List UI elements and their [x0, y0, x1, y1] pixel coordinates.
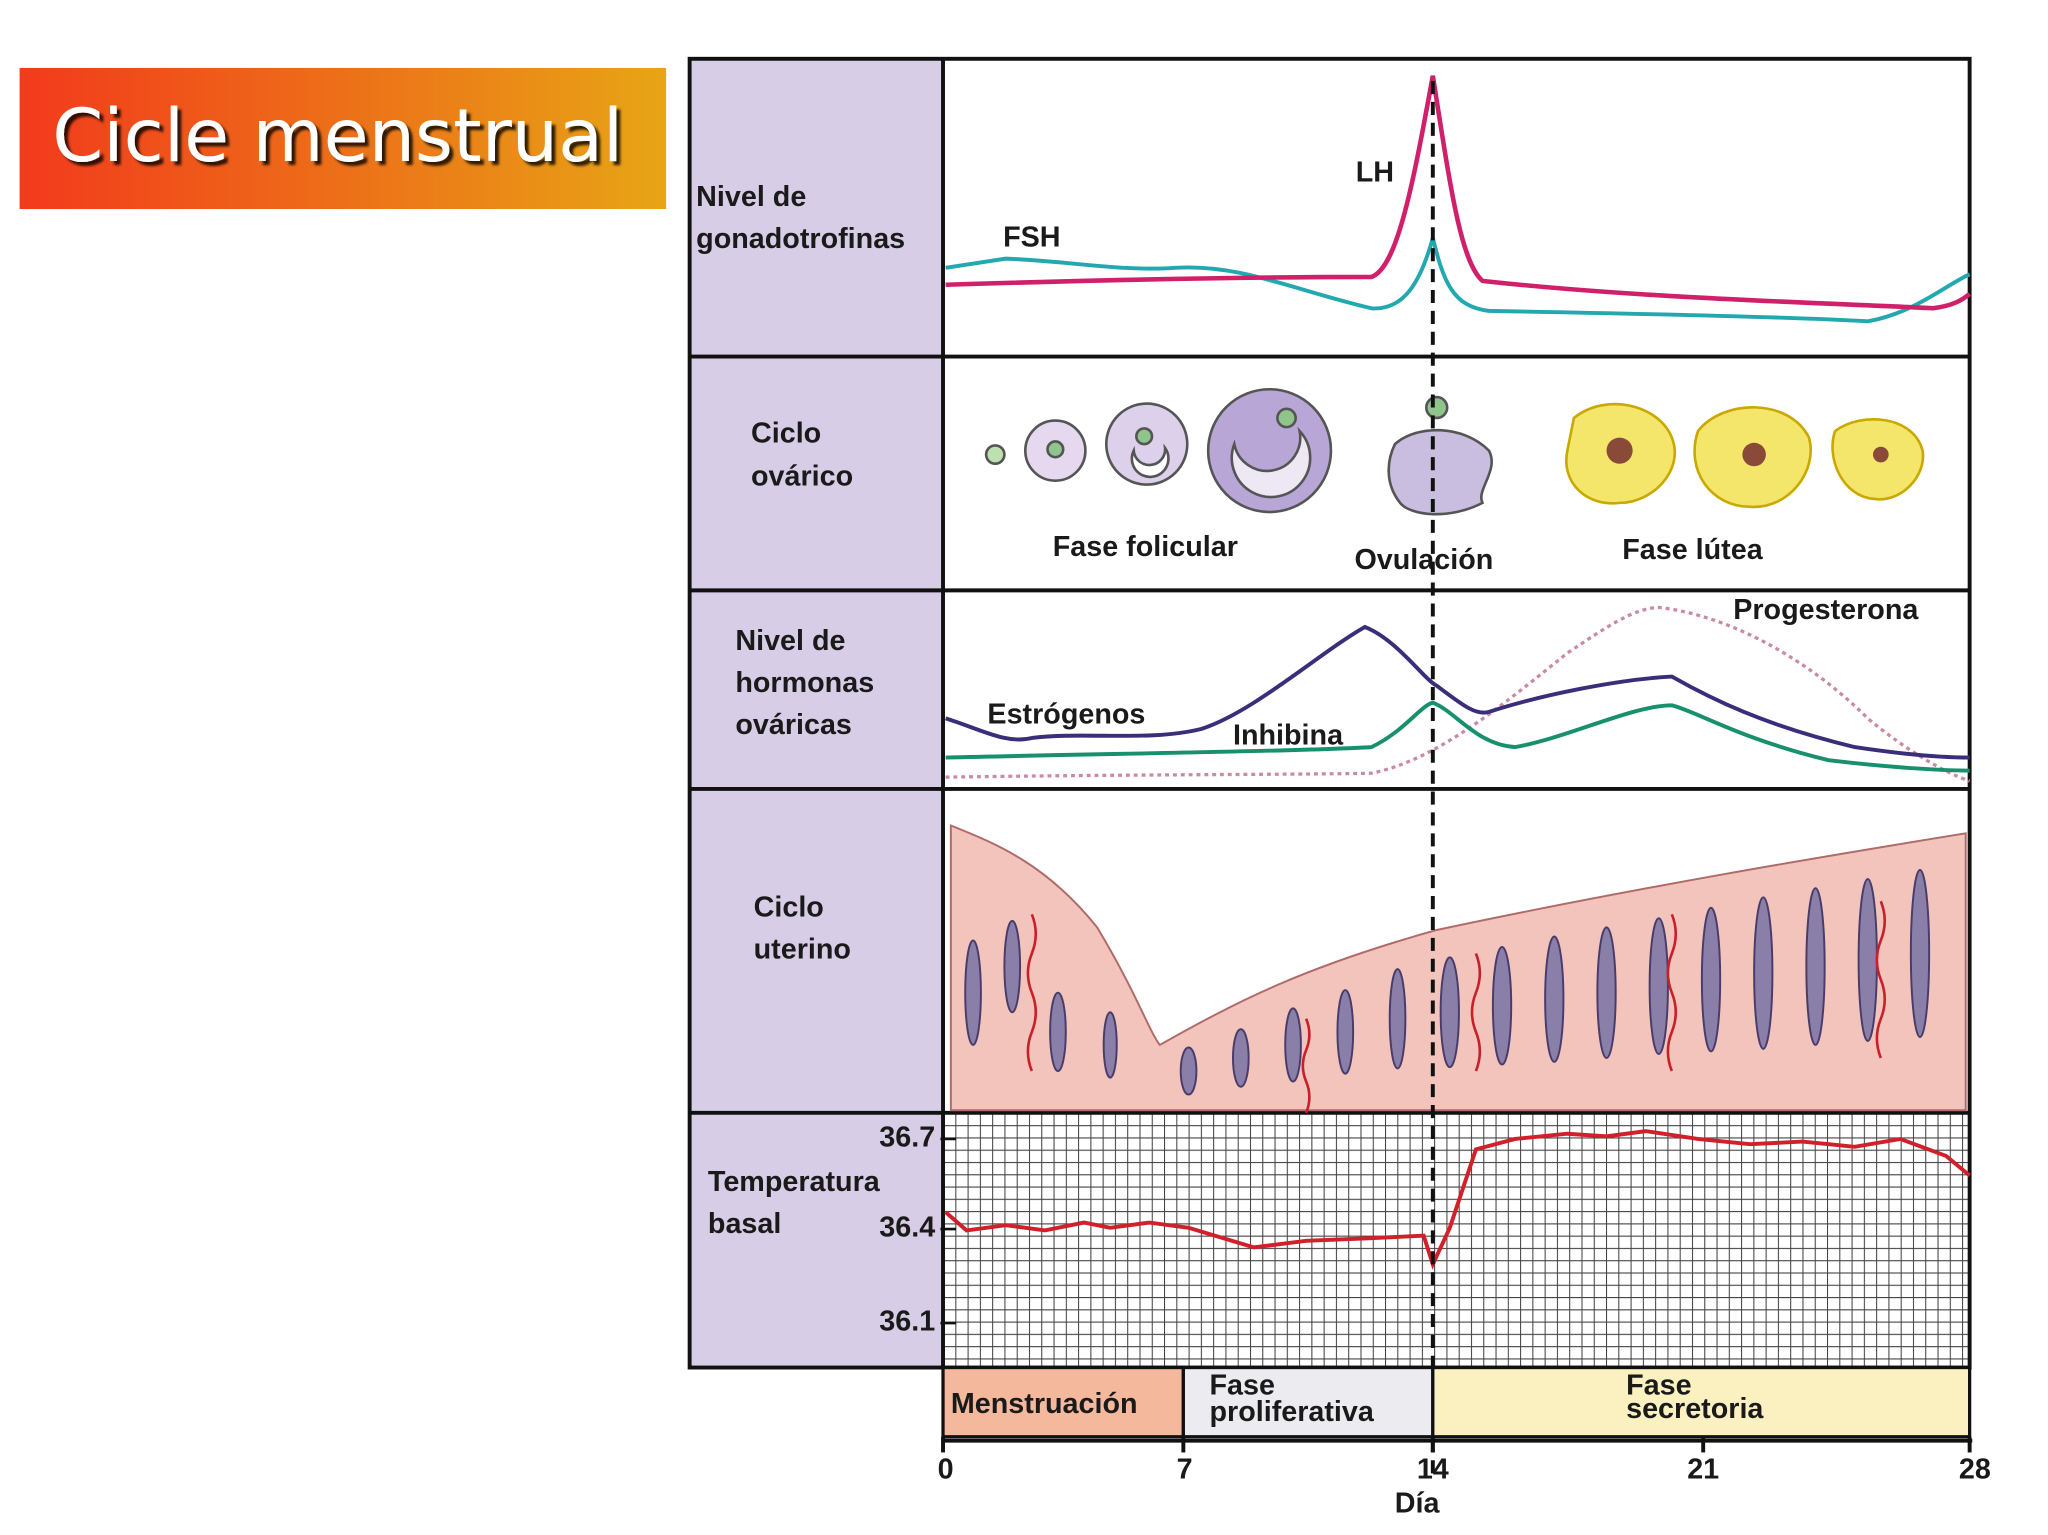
estrogen-curve: [945, 624, 1970, 760]
phase-bar: [941, 1365, 1972, 1439]
panel-label: Ciclo: [751, 418, 821, 450]
inhibin-curve: [945, 700, 1970, 773]
phase-name: Menstruación: [951, 1388, 1138, 1420]
phase-name: secretoria: [1626, 1393, 1764, 1425]
panel-label: Nivel de: [696, 181, 806, 213]
phase-name: Fase: [1209, 1370, 1274, 1402]
phase-label: Ovulación: [1354, 544, 1493, 576]
day-axis-label: Día: [1395, 1487, 1441, 1519]
day-tick-label: 0: [938, 1453, 954, 1485]
curve-label: FSH: [1003, 222, 1060, 254]
curve-label: Inhibina: [1233, 719, 1344, 751]
day-axis: [941, 1436, 1973, 1453]
curve-label: Progesterona: [1733, 594, 1919, 626]
day-tick-label: 7: [1177, 1453, 1193, 1485]
lh-curve: [945, 75, 1972, 311]
title-box: [19, 67, 667, 210]
panel-label: Temperatura: [708, 1166, 881, 1198]
phase-name: proliferativa: [1209, 1396, 1374, 1428]
panel-label: hormonas: [735, 667, 874, 699]
panel-label: Nivel de: [735, 625, 845, 657]
panel-label: ovárico: [751, 461, 853, 493]
day-tick-label: 14: [1417, 1453, 1449, 1485]
frame: [687, 56, 1972, 1370]
temperature-tick-label: 36.1: [879, 1306, 935, 1338]
temperature-tick-label: 36.4: [879, 1212, 935, 1244]
glands: [964, 868, 1931, 1096]
temperature-ticks: [940, 1137, 957, 1325]
panel-label: gonadotrofinas: [696, 223, 905, 255]
panel-label: ováricas: [735, 709, 852, 741]
label-column: [689, 58, 944, 1368]
curve-label: Estrógenos: [987, 698, 1145, 730]
follicles: [984, 387, 1493, 516]
temperature-curve: [944, 1129, 1971, 1270]
temperature-tick-label: 36.7: [879, 1122, 935, 1154]
corpus-luteum: [1565, 402, 1925, 509]
panel-label: uterino: [754, 933, 851, 965]
progesterone-curve: [945, 605, 1971, 783]
panel-label: Ciclo: [754, 892, 824, 924]
panel-label: basal: [708, 1208, 781, 1240]
curve-label: LH: [1356, 156, 1394, 188]
arteries: [1026, 900, 1887, 1114]
day-tick-label: 28: [1959, 1453, 1991, 1485]
slide-title: Cicle menstrual: [52, 94, 623, 179]
phase-label: Fase folicular: [1053, 531, 1238, 563]
phase-name: Fase: [1626, 1370, 1691, 1402]
day-tick-label: 21: [1687, 1453, 1719, 1485]
temperature-grid: [943, 1112, 1970, 1368]
phase-label: Fase lútea: [1622, 534, 1763, 566]
